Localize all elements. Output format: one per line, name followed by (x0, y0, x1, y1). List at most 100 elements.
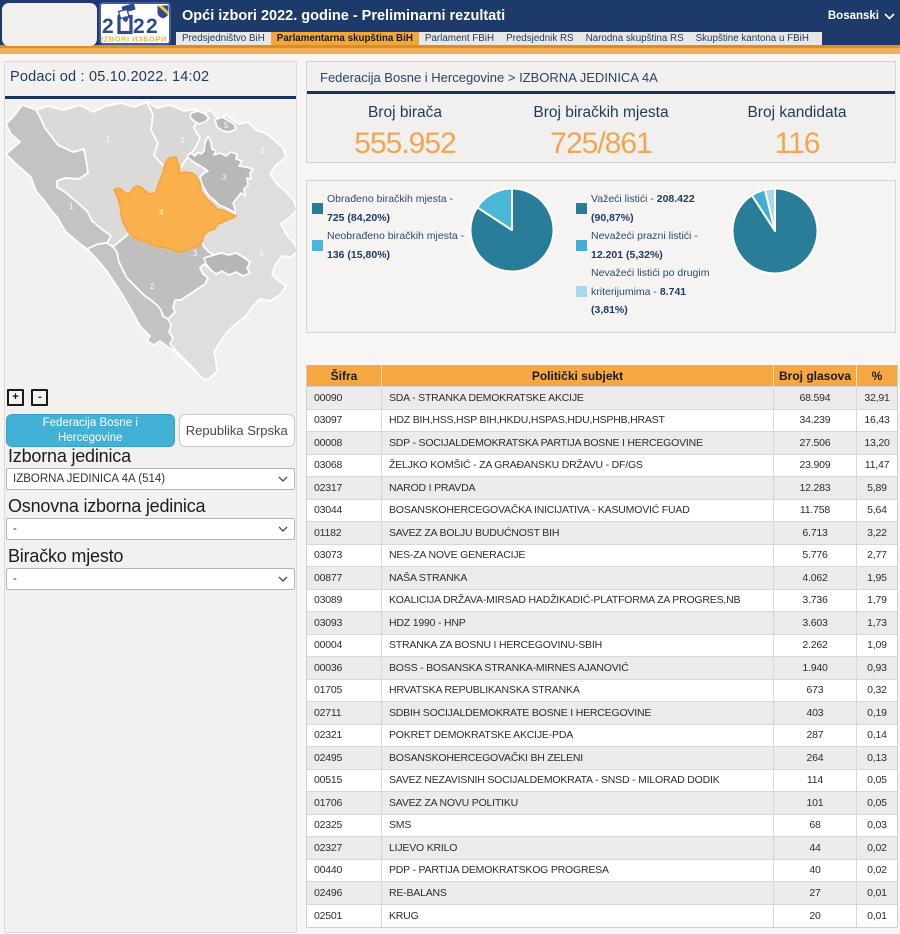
table-cell-party: BOSS - BOSANSKA STRANKA-MIRNES AJANOVIĆ (381, 657, 773, 680)
table-row[interactable]: 02327 LIJEVO KRILO 44 0,02 (307, 837, 897, 860)
zoom-in-button[interactable]: + (7, 389, 24, 406)
language-selector[interactable]: Bosanski (828, 10, 895, 22)
map-region-number: 4 (259, 249, 264, 258)
entity-tabs: Federacija Bosne i Hercegovine Republika… (6, 414, 295, 447)
column-header-pct[interactable]: % (856, 365, 897, 387)
table-cell-votes: 673 (773, 679, 856, 702)
map-region-number: 4 (159, 208, 164, 217)
table-row[interactable]: 03044 BOSANSKOHERCEGOVAČKA INICIJATIVA - … (307, 499, 897, 522)
table-cell-pct: 13,20 (856, 432, 897, 455)
table-row[interactable]: 01706 SAVEZ ZA NOVU POLITIKU 101 0,05 (307, 792, 897, 815)
table-row[interactable]: 03093 HDZ 1990 - HNP 3.603 1,73 (307, 612, 897, 635)
entity-tab-federacija[interactable]: Federacija Bosne i Hercegovine (6, 414, 175, 447)
nav-tab-predsjednik-rs[interactable]: Predsjednik RS (506, 33, 574, 44)
data-timestamp: Podaci od : 05.10.2022. 14:02 (10, 69, 210, 85)
table-cell-pct: 0,32 (856, 679, 897, 702)
summary-box: Federacija Bosne i Hercegovine > IZBORNA… (306, 61, 896, 163)
table-row[interactable]: 00008 SDP - SOCIJALDEMOKRATSKA PARTIJA BO… (307, 432, 897, 455)
table-row[interactable]: 03068 ŽELJKO KOMŠIĆ - ZA GRAĐANSKU DRŽAVU… (307, 454, 897, 477)
map-region-posavina-a[interactable] (189, 110, 210, 125)
table-cell-pct: 0,05 (856, 792, 897, 815)
nav-tab-skup-tine-kantona-u-fbih[interactable]: Skupštine kantona u FBiH (695, 33, 809, 44)
table-cell-votes: 6.713 (773, 522, 856, 545)
stat-label: Broj birača (367, 104, 443, 121)
table-row[interactable]: 01705 HRVATSKA REPUBLIKANSKA STRANKA 673 0,… (307, 679, 897, 702)
izborna-jedinica-select[interactable]: IZBORNA JEDINICA 4A (514) (6, 468, 295, 490)
table-cell-party: HDZ 1990 - HNP (381, 612, 773, 635)
map-region-star-3[interactable] (186, 135, 254, 214)
table-cell-pct: 1,73 (856, 612, 897, 635)
table-row[interactable]: 02317 NAROD I PRAVDA 12.283 5,89 (307, 477, 897, 500)
logo-izbori-2022[interactable]: 2 2 2 IZBORI ИЗБОРИ (99, 2, 171, 45)
stat-value: 555.952 (354, 127, 456, 160)
legend-item: Neobrađeno biračkih mjesta -136 (15,80%) (312, 227, 467, 264)
table-row[interactable]: 03089 KOALICIJA DRŽAVA-MIRSAD HADŽIKADIĆ-… (307, 589, 897, 612)
table-cell-code: 00515 (307, 769, 381, 792)
table-cell-pct: 0,01 (856, 904, 897, 927)
table-cell-code: 00036 (307, 657, 381, 680)
column-header-broj-glasova[interactable]: Broj glasova (773, 365, 856, 387)
nav-tab-parlament-fbih[interactable]: Parlament FBiH (424, 33, 495, 44)
table-row[interactable]: 00515 SAVEZ NEZAVISNIH SOCIJALDEMOKRATA -… (307, 769, 897, 792)
column-header-politicki-subjekt[interactable]: Politički subjekt (381, 365, 773, 387)
table-cell-party: SAVEZ NEZAVISNIH SOCIJALDEMOKRATA - SNSD… (381, 769, 773, 792)
table-cell-votes: 3.603 (773, 612, 856, 635)
stat-value: 725/861 (550, 127, 652, 160)
table-row[interactable]: 03097 HDZ BIH,HSS,HSP BIH,HKDU,HSPAS,HDU,… (307, 409, 897, 432)
table-cell-party: HRVATSKA REPUBLIKANSKA STRANKA (381, 679, 773, 702)
table-row[interactable]: 00036 BOSS - BOSANSKA STRANKA-MIRNES AJAN… (307, 657, 897, 680)
table-cell-party: SDBIH SOCIJALDEMOKRATE BOSNE I HERCEGOVI… (381, 702, 773, 725)
table-cell-party: BOSANSKOHERCEGOVAČKA INICIJATIVA - KASUM… (381, 499, 773, 522)
map-region-blob[interactable] (203, 252, 251, 277)
table-row[interactable]: 02495 BOSANSKOHERCEGOVAČKI BH ZELENI 264 0,… (307, 747, 897, 770)
biracko-mjesto-select[interactable]: - (6, 568, 295, 590)
zoom-out-button[interactable]: - (31, 389, 49, 406)
stat-label: Broj biračkih mjesta (533, 104, 669, 121)
legend-item: Nevažeći prazni listići -12.201 (5,32%) (576, 227, 729, 264)
table-row[interactable]: 02321 POKRET DEMOKRATSKE AKCIJE-PDA 287 0,1… (307, 724, 897, 747)
table-cell-pct: 11,47 (856, 454, 897, 477)
map-region-posavina-b[interactable] (214, 116, 237, 133)
map-region-number: 1 (69, 202, 74, 211)
table-row[interactable]: 02496 RE-BALANS 27 0,01 (307, 882, 897, 905)
content-area: Podaci od : 05.10.2022. 14:02 (0, 54, 900, 933)
map-region-number: 5 (224, 121, 229, 130)
legend-item: Nevažeći listići po drugim kriterijumima … (576, 264, 729, 320)
table-row[interactable]: 01182 SAVEZ ZA BOLJU BUDUĆNOST BIH 6.713 3,… (307, 522, 897, 545)
table-row[interactable]: 03073 NES-ZA NOVE GENERACIJE 5.776 2,77 (307, 544, 897, 567)
table-cell-votes: 264 (773, 747, 856, 770)
table-cell-party: POKRET DEMOKRATSKE AKCIJE-PDA (381, 724, 773, 747)
nav-tab-parlamentarna-skup-tina-bih[interactable]: Parlamentarna skupština BiH (270, 32, 419, 45)
table-cell-votes: 101 (773, 792, 856, 815)
table-row[interactable]: 02325 SMS 68 0,03 (307, 814, 897, 837)
table-row[interactable]: 00877 NAŠA STRANKA 4.062 1,95 (307, 567, 897, 590)
pie-chart-ballots (731, 187, 819, 275)
nav-tab-narodna-skup-tina-rs[interactable]: Narodna skupština RS (585, 33, 684, 44)
select-wrap-izborna-jedinica: IZBORNA JEDINICA 4A (514) (6, 468, 295, 490)
sidebar: Podaci od : 05.10.2022. 14:02 (4, 61, 297, 933)
entity-tab-republika-srpska[interactable]: Republika Srpska (178, 414, 295, 447)
table-cell-pct: 0,13 (856, 747, 897, 770)
nav-tab-predsjedni-tvo-bih[interactable]: Predsjedništvo BiH (182, 33, 265, 44)
table-row[interactable]: 02711 SDBIH SOCIJALDEMOKRATE BOSNE I HERC… (307, 702, 897, 725)
table-row[interactable]: 00004 STRANKA ZA BOSNU I HERCEGOVINU-SBIH… (307, 634, 897, 657)
table-cell-party: STRANKA ZA BOSNU I HERCEGOVINU-SBIH (381, 634, 773, 657)
map-region-fbih-4-selected[interactable] (113, 156, 237, 253)
table-cell-pct: 5,64 (856, 499, 897, 522)
table-row[interactable]: 00440 PDP - PARTIJA DEMOKRATSKOG PROGRESA… (307, 859, 897, 882)
table-cell-party: SAVEZ ZA BOLJU BUDUĆNOST BIH (381, 522, 773, 545)
select-wrap-biracko-mjesto: - (6, 568, 295, 590)
legend-swatch (576, 203, 587, 214)
summary-divider (307, 91, 895, 94)
table-cell-code: 02711 (307, 702, 381, 725)
bih-electoral-map[interactable]: 1 1 2 5 3 3 4 3 2 4 (5, 99, 296, 386)
table-cell-votes: 20 (773, 904, 856, 927)
filter-label-biracko-mjesto: Biračko mjesto (8, 546, 124, 566)
column-header-sifra[interactable]: Šifra (307, 365, 381, 387)
main-nav: Predsjedništvo BiH Parlamentarna skupštin… (176, 32, 822, 45)
table-row[interactable]: 00090 SDA - STRANKA DEMOKRATSKE AKCIJE 68.… (307, 387, 897, 410)
table-row[interactable]: 02501 KRUG 20 0,01 (307, 904, 897, 927)
sidebar-filters: Izborna jedinica IZBORNA JEDINICA 4A (51… (5, 447, 296, 590)
osnovna-izborna-jedinica-select[interactable]: - (6, 518, 295, 540)
table-cell-party: NES-ZA NOVE GENERACIJE (381, 544, 773, 567)
